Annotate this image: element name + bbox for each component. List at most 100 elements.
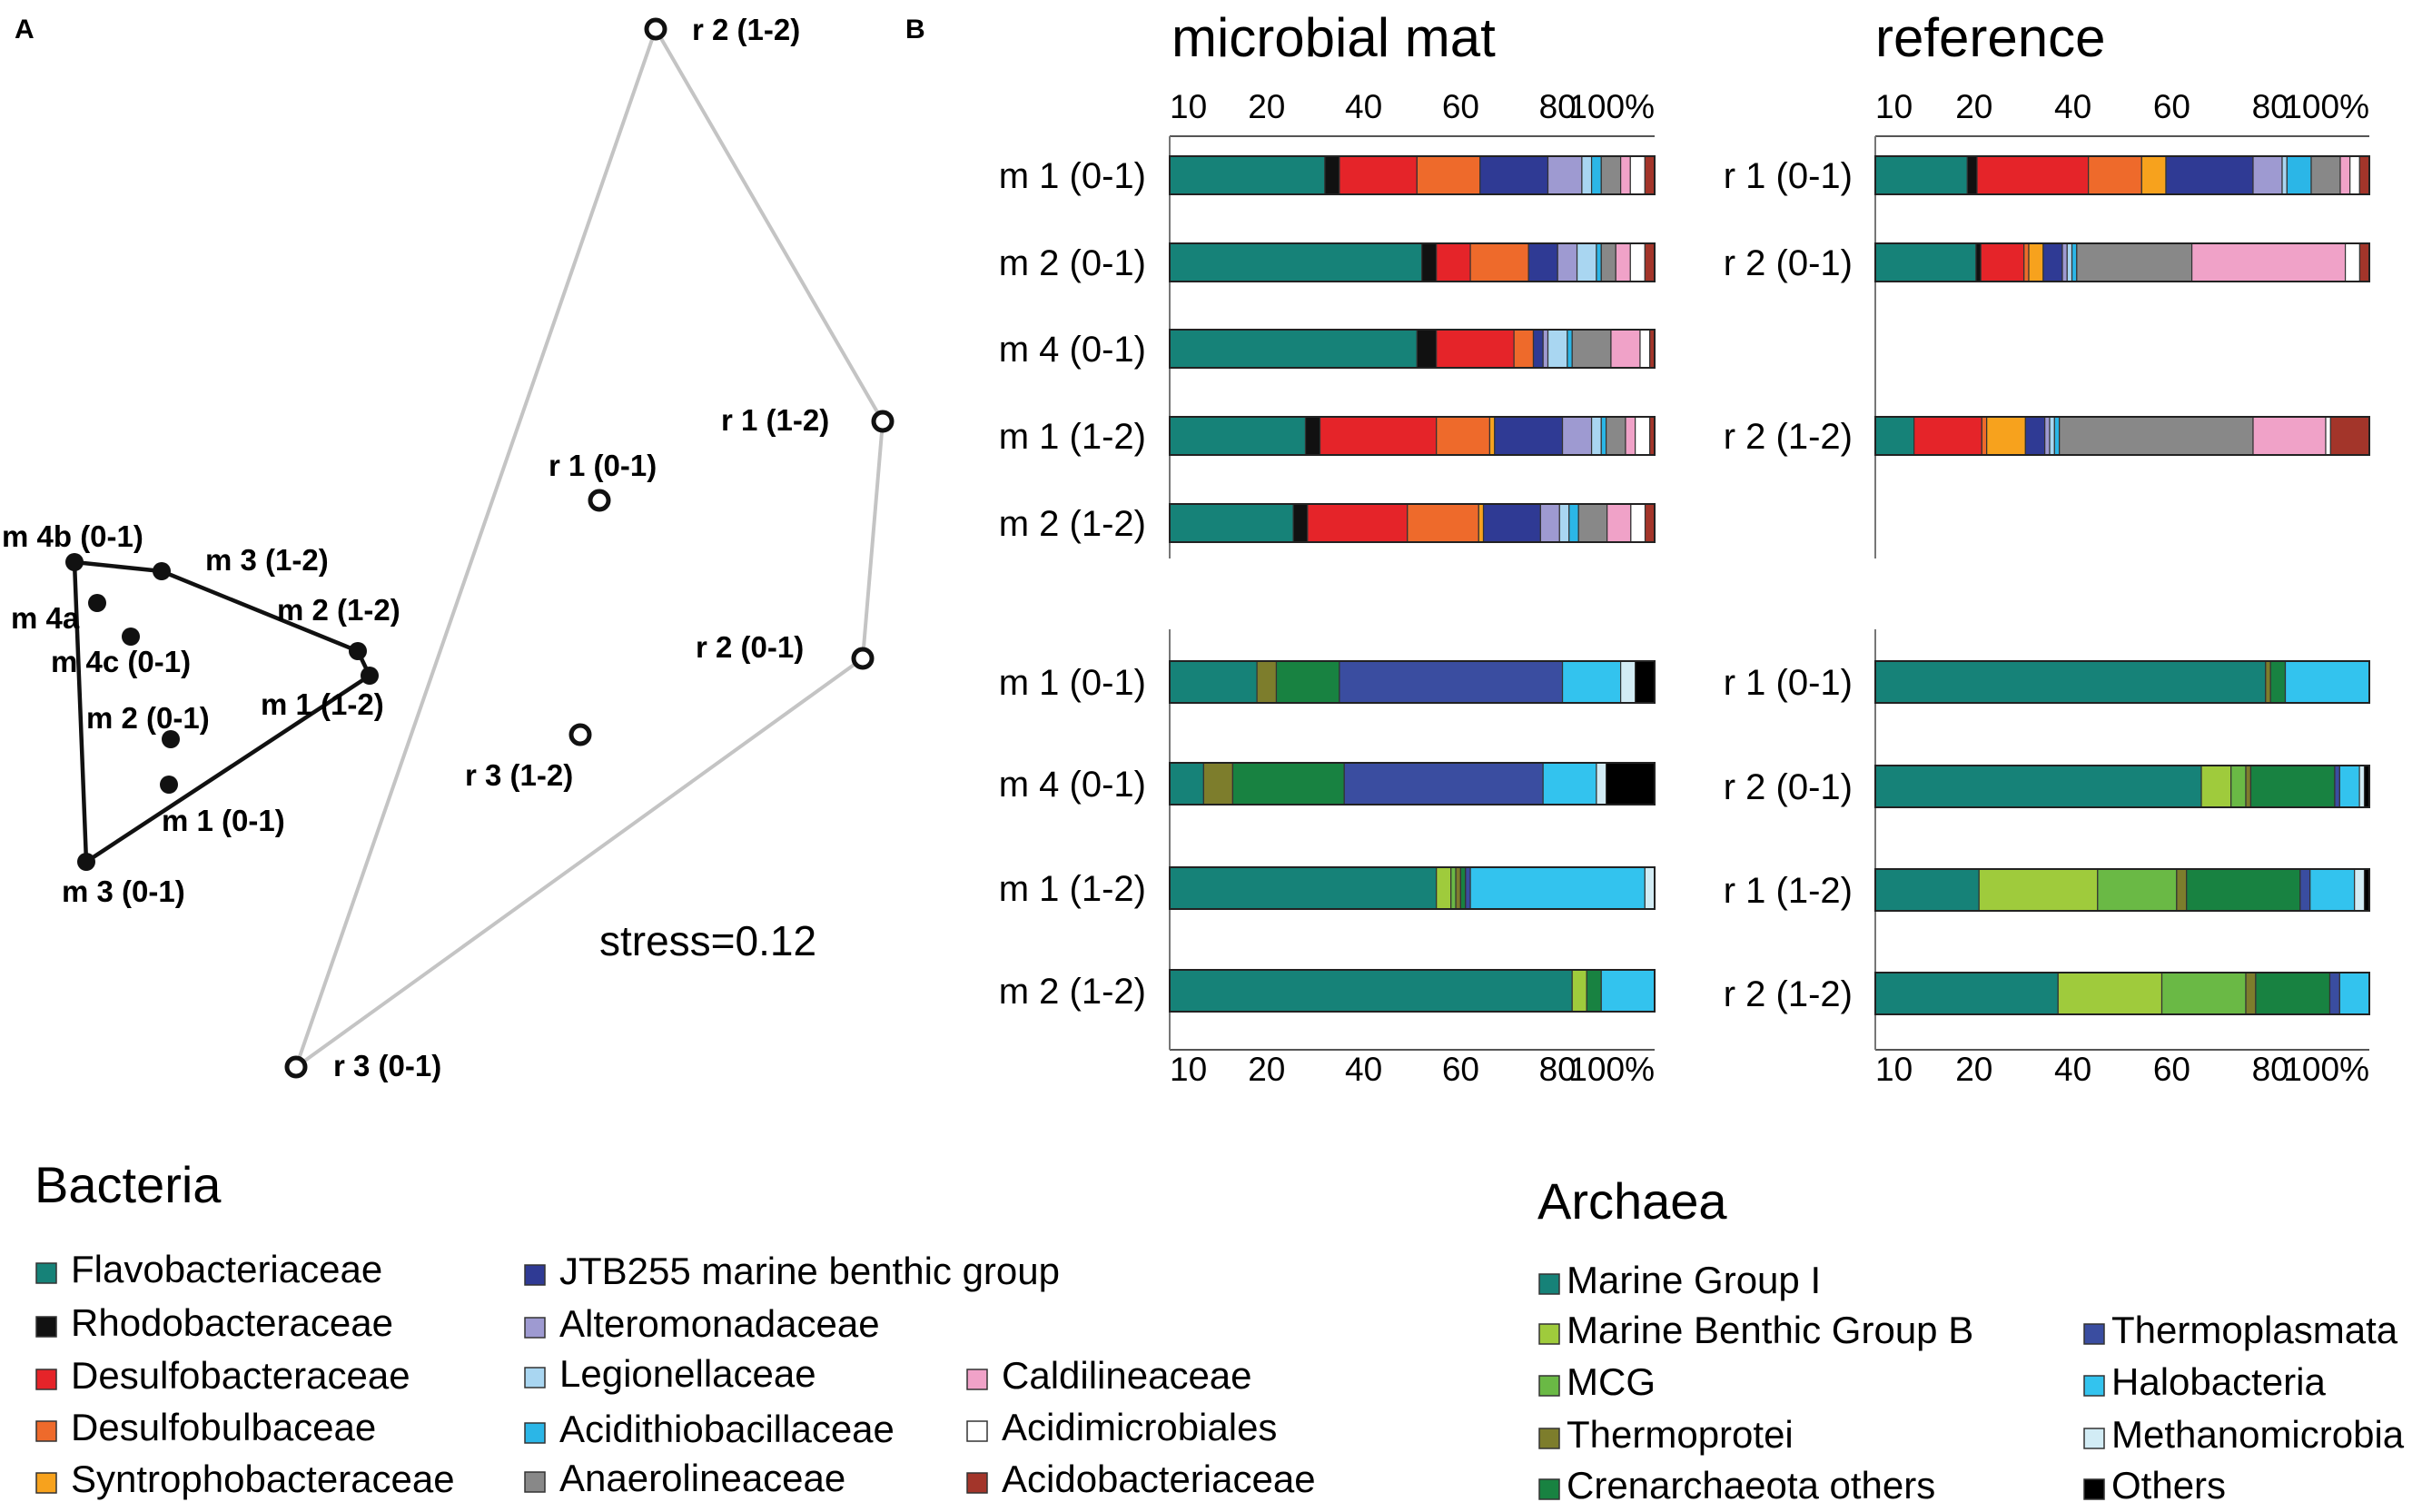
legend-swatch bbox=[524, 1367, 546, 1388]
bar-segment bbox=[1978, 868, 2099, 912]
legend-swatch bbox=[1538, 1428, 1560, 1449]
bar-segment bbox=[1169, 416, 1307, 456]
axis-tick-label: 20 bbox=[1248, 88, 1285, 125]
legend-label: Thermoplasmata bbox=[2111, 1309, 2398, 1351]
nmds-point bbox=[160, 776, 178, 794]
axis-tick-label: 100% bbox=[1568, 88, 1655, 125]
bar-outline bbox=[1874, 155, 2370, 195]
panel-label-b: B bbox=[905, 15, 925, 44]
bar-segment bbox=[1981, 416, 1988, 456]
bar-segment bbox=[1639, 329, 1651, 369]
nmds-point-label: m 2 (1-2) bbox=[277, 593, 400, 627]
bar-segment bbox=[2255, 972, 2331, 1015]
nmds-point bbox=[88, 594, 106, 612]
bar-segment bbox=[1620, 155, 1631, 195]
bar-segment bbox=[2281, 155, 2288, 195]
bar-segment bbox=[2249, 765, 2336, 808]
axis-tick-label: 20 bbox=[1955, 88, 1992, 125]
axis-tick-label: 100% bbox=[1568, 1051, 1655, 1088]
bar-segment bbox=[1231, 762, 1345, 805]
bar-outline bbox=[1169, 660, 1656, 704]
nmds-point-label: r 1 (1-2) bbox=[721, 403, 829, 437]
bar-category-label: r 1 (0-1) bbox=[1724, 156, 1853, 196]
bar-category-label: m 2 (1-2) bbox=[999, 504, 1146, 544]
bar-outline bbox=[1169, 969, 1656, 1013]
bar-segment bbox=[2338, 972, 2370, 1015]
nmds-point-label: m 3 (0-1) bbox=[62, 875, 185, 908]
legend-label: Caldilineaceae bbox=[1002, 1354, 1252, 1397]
legend-label: Desulfobacteraceae bbox=[71, 1354, 410, 1397]
bar-outline bbox=[1874, 972, 2370, 1015]
bar-segment bbox=[2325, 416, 2331, 456]
legend-label: Legionellaceae bbox=[559, 1352, 816, 1395]
legend-label: Alteromonadaceae bbox=[559, 1302, 880, 1345]
legend-label: Others bbox=[2111, 1464, 2226, 1507]
bar-segment bbox=[1976, 155, 2090, 195]
bar-outline bbox=[1169, 155, 1656, 195]
bar-segment bbox=[1605, 762, 1656, 805]
legend-swatch bbox=[35, 1369, 57, 1390]
legend-title-bacteria: Bacteria bbox=[35, 1156, 222, 1213]
bar-segment bbox=[1644, 503, 1656, 543]
legend-swatch bbox=[2083, 1323, 2105, 1345]
bar-outline bbox=[1874, 765, 2370, 808]
bar-segment bbox=[1542, 762, 1597, 805]
bar-segment bbox=[1339, 155, 1418, 195]
nmds-panel: A m 4b (0-1) m 3 (1-2) m 2 (1-2) m 1 (1-… bbox=[2, 13, 895, 1082]
axis-tick-label: 10 bbox=[1875, 88, 1913, 125]
bar-segment bbox=[2076, 242, 2193, 282]
bar-segment bbox=[1606, 503, 1632, 543]
bar-segment bbox=[1343, 762, 1544, 805]
bar-segment bbox=[2329, 416, 2370, 456]
bar-segment bbox=[1571, 969, 1587, 1013]
bar-segment bbox=[2230, 765, 2247, 808]
bar-segment bbox=[2186, 868, 2301, 912]
bar-segment bbox=[1620, 660, 1636, 704]
bar-segment bbox=[1568, 503, 1579, 543]
bar-segment bbox=[1913, 416, 1982, 456]
bar-segment bbox=[2066, 242, 2073, 282]
bar-segment bbox=[1256, 660, 1278, 704]
bar-segment bbox=[1169, 762, 1204, 805]
axis-tick-label: 80 bbox=[1539, 1051, 1577, 1088]
bar-segment bbox=[1513, 329, 1535, 369]
bar-segment bbox=[2028, 242, 2044, 282]
legend-swatch bbox=[35, 1472, 57, 1494]
bar-segment bbox=[2358, 765, 2366, 808]
bar-segment bbox=[1874, 416, 1915, 456]
bar-segment bbox=[2042, 242, 2063, 282]
legend-swatch bbox=[524, 1317, 546, 1339]
legend-label: Methanomicrobia bbox=[2111, 1413, 2405, 1456]
bar-segment bbox=[1539, 503, 1560, 543]
legend-swatch bbox=[966, 1472, 988, 1494]
bar-segment bbox=[1459, 866, 1467, 910]
legend-swatch bbox=[966, 1420, 988, 1442]
axis-tick-label: 60 bbox=[2153, 88, 2190, 125]
bar-category-label: m 1 (1-2) bbox=[999, 417, 1146, 457]
bar-segment bbox=[1874, 155, 1968, 195]
bar-segment bbox=[1576, 242, 1597, 282]
nmds-point-label: r 3 (1-2) bbox=[465, 758, 573, 792]
legend-swatch bbox=[35, 1420, 57, 1442]
bar-segment bbox=[2310, 155, 2341, 195]
bar-segment bbox=[1478, 503, 1485, 543]
panel-label-a: A bbox=[15, 15, 35, 44]
legend-swatch bbox=[2083, 1375, 2105, 1397]
bar-segment bbox=[2358, 242, 2370, 282]
nmds-point bbox=[162, 730, 180, 748]
bar-outline bbox=[1169, 416, 1656, 456]
axis-tick-label: 40 bbox=[1345, 1051, 1382, 1088]
bar-segment bbox=[1436, 416, 1491, 456]
bar-segment bbox=[1275, 660, 1340, 704]
bar-segment bbox=[2059, 416, 2254, 456]
bar-segment bbox=[1605, 416, 1626, 456]
bar-segment bbox=[1527, 242, 1558, 282]
bar-segment bbox=[2339, 155, 2351, 195]
bar-segment bbox=[1169, 329, 1418, 369]
bar-category-label: m 4 (0-1) bbox=[999, 765, 1146, 805]
bar-segment bbox=[1986, 416, 2026, 456]
bar-segment bbox=[2097, 868, 2178, 912]
